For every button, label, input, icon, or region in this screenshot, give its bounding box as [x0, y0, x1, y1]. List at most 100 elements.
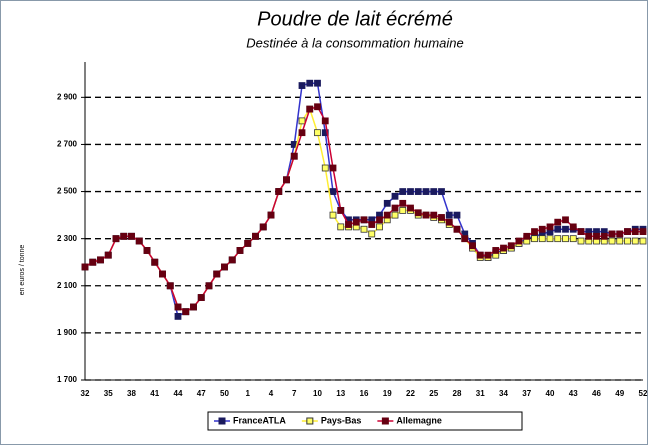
- data-point: [639, 237, 647, 245]
- data-point: [546, 223, 554, 231]
- data-point: [538, 235, 546, 243]
- data-point: [360, 225, 368, 233]
- data-point: [639, 228, 647, 236]
- data-point: [314, 129, 321, 137]
- data-point: [407, 204, 414, 212]
- y-tick-label: 2 300: [57, 234, 78, 243]
- data-point: [445, 211, 453, 219]
- x-tick-label: 13: [336, 389, 345, 398]
- data-point: [438, 188, 445, 195]
- data-point: [174, 303, 182, 311]
- data-point: [213, 270, 221, 278]
- y-tick-label: 2 100: [57, 281, 78, 290]
- data-point: [554, 235, 562, 243]
- data-point: [244, 239, 252, 247]
- x-tick-label: 22: [406, 389, 415, 398]
- legend-marker: [306, 417, 314, 425]
- x-tick-label: 49: [615, 389, 624, 398]
- x-tick-label: 37: [522, 389, 531, 398]
- legend-label: Pays-Bas: [321, 415, 362, 425]
- data-point: [376, 223, 383, 231]
- x-tick-label: 16: [360, 389, 369, 398]
- legend-box: [207, 411, 523, 431]
- chart-subtitle: Destinée à la consommation humaine: [246, 35, 464, 50]
- x-tick-label: 47: [197, 389, 206, 398]
- data-point: [159, 270, 166, 278]
- data-point: [585, 232, 593, 240]
- x-tick-label: 41: [150, 389, 159, 398]
- data-point: [624, 237, 631, 245]
- data-point: [345, 221, 352, 228]
- data-point: [383, 199, 391, 207]
- data-point: [143, 247, 151, 254]
- data-point: [298, 129, 306, 137]
- data-point: [399, 206, 407, 214]
- data-point: [128, 232, 135, 240]
- y-tick-label: 1 700: [57, 375, 78, 384]
- data-point: [492, 247, 500, 254]
- legend-marker: [218, 417, 226, 425]
- x-tick-label: 38: [127, 389, 136, 398]
- x-tick-label: 4: [269, 389, 274, 398]
- y-tick-label: 1 900: [57, 328, 78, 337]
- data-point: [321, 117, 329, 125]
- data-point: [399, 188, 407, 195]
- chart-title: Poudre de lait écrémé: [257, 8, 453, 30]
- data-point: [306, 105, 314, 113]
- data-point: [151, 258, 159, 266]
- x-tick-label: 34: [499, 389, 508, 398]
- data-point: [81, 263, 89, 271]
- data-point: [329, 164, 337, 172]
- data-point: [383, 211, 391, 219]
- data-point: [631, 228, 639, 236]
- data-point: [407, 188, 414, 195]
- data-point: [174, 312, 182, 320]
- data-point: [166, 282, 174, 290]
- data-point: [430, 188, 438, 195]
- data-point: [368, 230, 376, 238]
- data-point: [120, 232, 128, 240]
- data-point: [104, 251, 112, 259]
- data-point: [562, 235, 569, 243]
- data-point: [399, 199, 407, 207]
- data-point: [453, 211, 461, 219]
- data-point: [112, 235, 120, 243]
- x-tick-label: 10: [313, 389, 322, 398]
- data-point: [290, 152, 298, 160]
- data-point: [569, 223, 577, 231]
- data-point: [298, 117, 306, 125]
- data-point: [182, 308, 190, 316]
- data-point: [577, 237, 585, 245]
- data-point: [624, 228, 631, 236]
- x-tick-label: 25: [429, 389, 438, 398]
- data-point: [252, 232, 259, 240]
- data-point: [422, 188, 430, 195]
- data-point: [608, 230, 616, 238]
- data-point: [577, 228, 585, 236]
- data-point: [197, 294, 205, 301]
- data-point: [523, 232, 531, 240]
- data-point: [554, 225, 562, 233]
- x-tick-label: 35: [104, 389, 113, 398]
- data-point: [329, 211, 337, 219]
- data-point: [500, 244, 507, 252]
- data-point: [469, 242, 476, 250]
- x-tick-label: 19: [383, 389, 392, 398]
- data-point: [616, 237, 624, 245]
- data-point: [329, 188, 337, 195]
- data-point: [267, 211, 275, 219]
- legend-label: FranceATLA: [233, 415, 286, 425]
- data-point: [562, 225, 569, 233]
- data-point: [391, 204, 399, 212]
- data-point: [306, 79, 314, 87]
- data-point: [531, 228, 538, 236]
- data-point: [314, 103, 321, 111]
- y-axis-label: en euros / tonne: [19, 245, 26, 296]
- legend-label: Allemagne: [396, 415, 442, 425]
- x-tick-label: 52: [639, 389, 648, 398]
- data-point: [337, 223, 345, 231]
- data-point: [376, 216, 383, 224]
- data-point: [484, 251, 492, 259]
